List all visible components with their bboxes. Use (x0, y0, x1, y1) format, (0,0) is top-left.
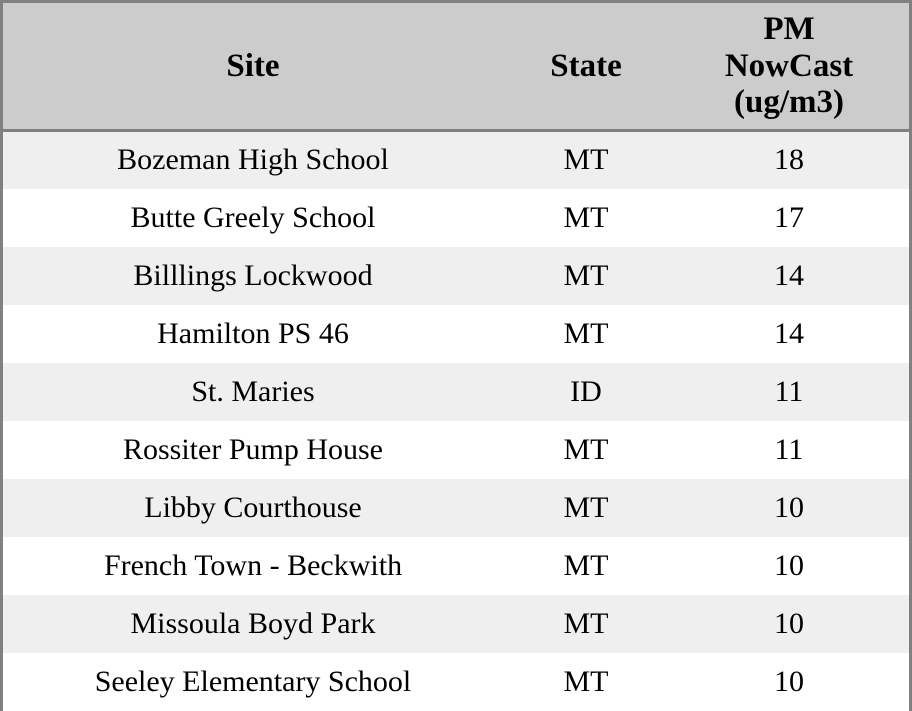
cell-pm-nowcast: 11 (774, 374, 804, 408)
cell-site: Bozeman High School (117, 143, 389, 177)
cell-pm-nowcast: 10 (774, 664, 804, 698)
table-row: Libby Courthouse MT 10 (3, 478, 909, 537)
table-row: French Town - Beckwith MT 10 (3, 536, 909, 595)
cell-pm-nowcast: 14 (774, 316, 804, 350)
cell-pm-nowcast: 10 (774, 606, 804, 640)
pm-nowcast-table: Site State PM NowCast (ug/m3) Bozeman Hi… (3, 3, 909, 711)
table-row: Hamilton PS 46 MT 14 (3, 304, 909, 363)
cell-site: St. Maries (191, 374, 315, 408)
cell-state: MT (563, 432, 609, 466)
table-body: Bozeman High School MT 18 Butte Greely S… (3, 130, 909, 711)
cell-site: Hamilton PS 46 (157, 316, 349, 350)
column-header-pm-nowcast: PM NowCast (ug/m3) (669, 3, 909, 132)
column-header-site: Site (3, 3, 503, 132)
cell-site: Rossiter Pump House (122, 432, 383, 466)
cell-state: MT (563, 200, 609, 234)
cell-site: Butte Greely School (130, 200, 376, 234)
cell-state: MT (563, 548, 609, 582)
table-row: Billlings Lockwood MT 14 (3, 246, 909, 305)
cell-state: MT (563, 258, 609, 292)
table-row: Seeley Elementary School MT 10 (3, 652, 909, 711)
cell-pm-nowcast: 14 (774, 258, 804, 292)
cell-state: MT (563, 490, 609, 524)
cell-pm-nowcast: 10 (774, 548, 804, 582)
cell-state: MT (563, 143, 609, 177)
table-row: Missoula Boyd Park MT 10 (3, 594, 909, 653)
table-row: Rossiter Pump House MT 11 (3, 420, 909, 479)
cell-state: MT (563, 664, 609, 698)
cell-state: ID (570, 374, 602, 408)
table-row: Butte Greely School MT 17 (3, 188, 909, 247)
cell-state: MT (563, 316, 609, 350)
cell-site: Missoula Boyd Park (130, 606, 376, 640)
cell-pm-nowcast: 17 (774, 200, 804, 234)
cell-site: Seeley Elementary School (94, 664, 412, 698)
table-header: Site State PM NowCast (ug/m3) (3, 3, 909, 132)
table-row: Bozeman High School MT 18 (3, 130, 909, 189)
cell-state: MT (563, 606, 609, 640)
cell-site: Libby Courthouse (144, 490, 362, 524)
table-row: St. Maries ID 11 (3, 362, 909, 421)
cell-pm-nowcast: 10 (774, 490, 804, 524)
column-header-state: State (503, 3, 669, 132)
cell-pm-nowcast: 11 (774, 432, 804, 466)
cell-site: Billlings Lockwood (133, 258, 373, 292)
cell-pm-nowcast: 18 (774, 143, 804, 177)
cell-site: French Town - Beckwith (103, 548, 403, 582)
table-header-row: Site State PM NowCast (ug/m3) (3, 3, 909, 132)
